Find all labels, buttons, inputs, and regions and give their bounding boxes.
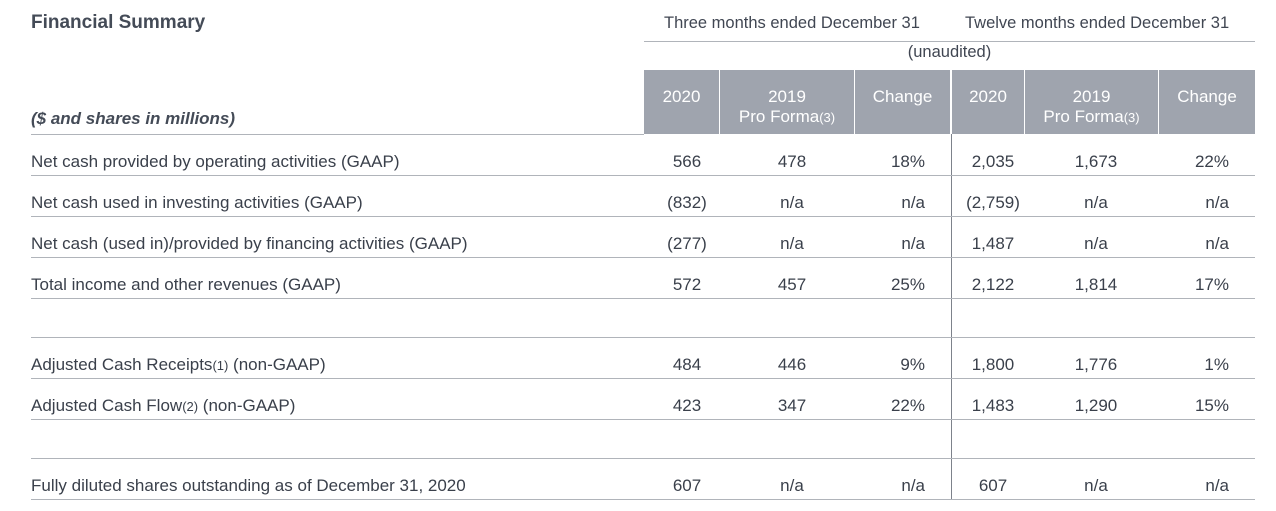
row-rule [31, 458, 1255, 459]
footnote-ref: (2) [182, 399, 199, 414]
cell: 18% [890, 152, 925, 171]
cell: n/a [1205, 234, 1229, 253]
cell: 1,814 [1074, 275, 1118, 294]
col-header-sub: Pro Forma [738, 107, 820, 126]
row-rule [31, 175, 1255, 176]
three-months-header: Three months ended December 31 [664, 14, 920, 32]
cell: 9% [900, 355, 925, 374]
unaudited-label: (unaudited) [907, 43, 992, 61]
cell: (832) [667, 193, 707, 212]
cell: n/a [1084, 234, 1108, 253]
col-header-label: 2020 [662, 87, 701, 106]
cell: 1,776 [1074, 355, 1118, 374]
row-label-suffix: (non-GAAP) [228, 355, 326, 374]
cell: 1,673 [1074, 152, 1118, 171]
col-header-2019-q: 2019 Pro Forma(3) [720, 70, 854, 134]
row-label-suffix: (non-GAAP) [198, 396, 296, 415]
col-header-2020-q: 2020 [644, 70, 719, 134]
col-header-label: 2019 [768, 87, 806, 106]
cell: (2,759) [966, 193, 1020, 212]
page-title: Financial Summary [31, 12, 206, 33]
cell: 22% [1194, 152, 1229, 171]
cell: 446 [777, 355, 807, 374]
row-rule [31, 378, 1255, 379]
col-header-label: 2019 [1072, 87, 1111, 106]
row-rule [31, 216, 1255, 217]
cell: n/a [901, 193, 925, 212]
row-label: Fully diluted shares outstanding as of D… [31, 476, 466, 495]
cell: 423 [672, 396, 702, 415]
cell: n/a [780, 193, 804, 212]
col-header-2020-y: 2020 [952, 70, 1024, 134]
footnote-ref: (1) [212, 358, 229, 373]
cell: 484 [672, 355, 702, 374]
cell: 607 [672, 476, 702, 495]
cell: 2,035 [971, 152, 1015, 171]
cell: 1,290 [1074, 396, 1118, 415]
footnote-ref: (3) [1123, 110, 1140, 125]
cell: 15% [1194, 396, 1229, 415]
cell: 566 [672, 152, 702, 171]
cell: 607 [978, 476, 1008, 495]
row-label: Net cash provided by operating activitie… [31, 152, 400, 171]
cell: n/a [780, 234, 804, 253]
row-rule [31, 298, 1255, 299]
cell: (277) [667, 234, 707, 253]
cell: 478 [777, 152, 807, 171]
cell: 1,800 [971, 355, 1015, 374]
cell: 1,483 [971, 396, 1015, 415]
row-rule [31, 337, 1255, 338]
row-rule [31, 419, 1255, 420]
col-header-2019-y: 2019 Pro Forma(3) [1025, 70, 1158, 134]
col-header-label: Change [872, 87, 933, 106]
row-rule [31, 257, 1255, 258]
cell: 457 [777, 275, 807, 294]
cell: n/a [1084, 476, 1108, 495]
col-header-change-y: Change [1159, 70, 1255, 134]
period-header-rule [644, 41, 1255, 42]
row-label: Net cash (used in)/provided by financing… [31, 234, 468, 253]
units-label: ($ and shares in millions) [31, 109, 236, 128]
cell: n/a [780, 476, 804, 495]
cell: 1% [1204, 355, 1229, 374]
period-divider [951, 134, 952, 500]
col-header-label: 2020 [969, 87, 1007, 106]
cell: n/a [1205, 193, 1229, 212]
cell: 347 [777, 396, 807, 415]
row-label-text: Adjusted Cash Flow [31, 396, 183, 415]
cell: 572 [672, 275, 702, 294]
header-rule [31, 134, 644, 135]
col-header-change-q: Change [855, 70, 950, 134]
cell: 1,487 [971, 234, 1015, 253]
row-label: Adjusted Cash Receipts(1) (non-GAAP) [31, 355, 326, 375]
col-header-sub: Pro Forma [1043, 107, 1124, 126]
cell: 17% [1194, 275, 1229, 294]
row-label-text: Adjusted Cash Receipts [31, 355, 213, 374]
col-header-label: Change [1177, 87, 1237, 106]
cell: 25% [890, 275, 925, 294]
cell: n/a [1205, 476, 1229, 495]
row-label: Adjusted Cash Flow(2) (non-GAAP) [31, 396, 295, 416]
row-label: Net cash used in investing activities (G… [31, 193, 363, 212]
row-label: Total income and other revenues (GAAP) [31, 275, 341, 294]
cell: n/a [901, 476, 925, 495]
cell: 22% [890, 396, 925, 415]
cell: 2,122 [971, 275, 1015, 294]
cell: n/a [1084, 193, 1108, 212]
row-rule [31, 499, 1255, 500]
footnote-ref: (3) [819, 110, 836, 125]
cell: n/a [901, 234, 925, 253]
twelve-months-header: Twelve months ended December 31 [965, 14, 1230, 32]
